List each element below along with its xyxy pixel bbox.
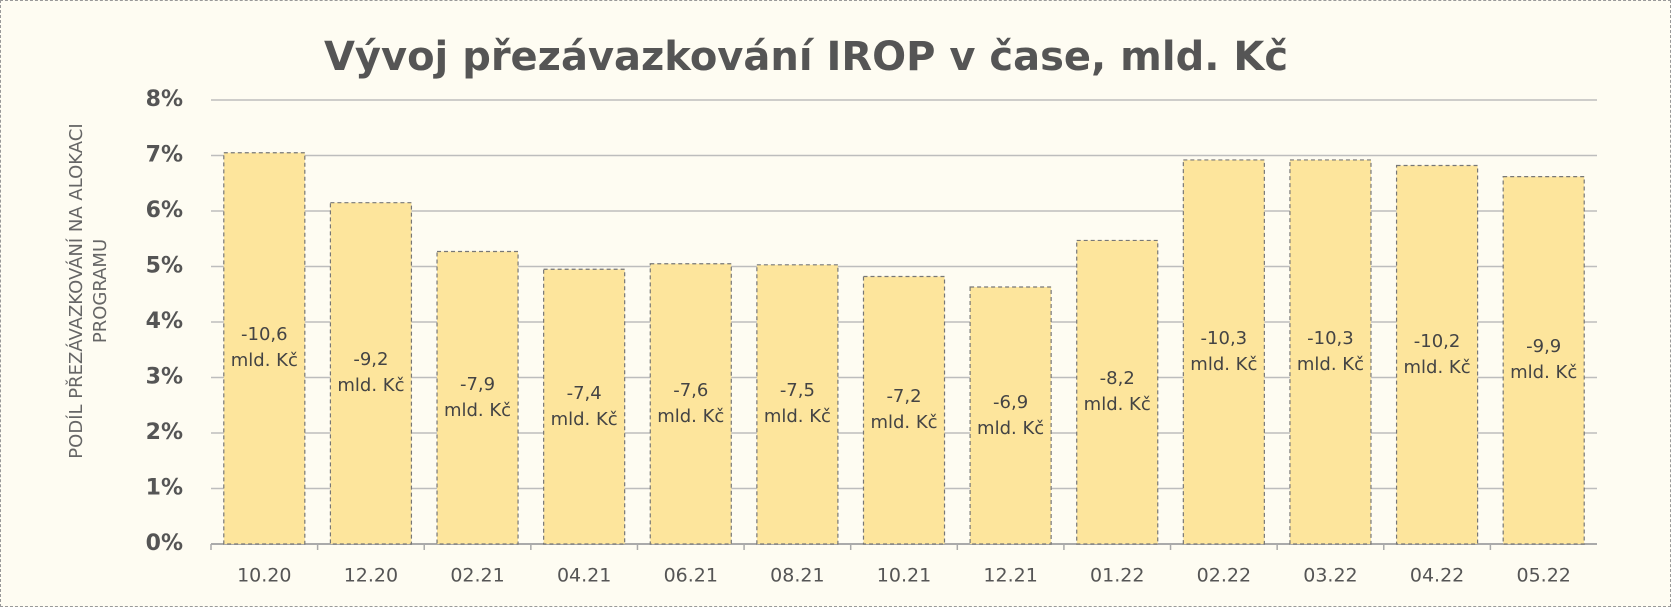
- x-tick-label: 05.22: [1516, 565, 1570, 587]
- bar-label: -10,6 mld. Kč: [230, 324, 298, 372]
- x-tick-label: 12.20: [344, 565, 398, 587]
- x-tick-label: 12.21: [983, 565, 1037, 587]
- bar-label: -7,4 mld. Kč: [550, 382, 618, 430]
- y-tick-label: 6%: [146, 198, 183, 223]
- chart-title: Vývoj přezávazkování IROP v čase, mld. K…: [324, 34, 1288, 80]
- y-tick-label: 1%: [146, 476, 183, 501]
- bar-label: -8,2 mld. Kč: [1083, 368, 1151, 416]
- bar: [1076, 239, 1159, 545]
- bar-label: -6,9 mld. Kč: [977, 391, 1045, 439]
- y-tick-label: 4%: [146, 309, 183, 334]
- bar-label: -7,9 mld. Kč: [443, 373, 512, 421]
- bar-label: -7,5 mld. Kč: [763, 380, 831, 428]
- bar: [329, 202, 413, 545]
- bar: [862, 275, 946, 545]
- bar-label: -7,6 mld. Kč: [657, 379, 725, 427]
- bar-label: -10,3 mld. Kč: [1190, 327, 1258, 375]
- x-tick-label: 10.21: [877, 565, 931, 587]
- bar: [436, 250, 519, 545]
- bar-label: -9,2 mld. Kč: [337, 349, 405, 397]
- y-tick-label: 5%: [146, 254, 183, 279]
- bar: [1289, 159, 1372, 545]
- x-tick-label: 10.20: [237, 565, 291, 587]
- bar: [756, 264, 839, 545]
- bar-label: -10,3 mld. Kč: [1296, 327, 1364, 375]
- y-tick-label: 7%: [146, 143, 183, 168]
- bar: [969, 286, 1052, 545]
- y-tick-label: 2%: [146, 420, 183, 445]
- x-tick-label: 08.21: [770, 565, 824, 587]
- bar: [1395, 164, 1479, 545]
- x-tick-label: 04.21: [557, 565, 611, 587]
- bar-label: -10,2 mld. Kč: [1403, 330, 1471, 378]
- bar: [223, 152, 306, 545]
- y-tick-label: 0%: [146, 531, 183, 556]
- x-tick-label: 04.22: [1410, 565, 1464, 587]
- x-tick-label: 02.22: [1197, 565, 1251, 587]
- bar: [1182, 159, 1265, 545]
- y-axis-label: PODÍL PŘEZÁVAZKOVÁNÍ NA ALOKACI PROGRAMU: [66, 123, 111, 459]
- x-tick-label: 02.21: [450, 565, 504, 587]
- y-tick-label: 3%: [146, 365, 183, 390]
- bar: [1502, 175, 1585, 545]
- x-tick-label: 03.22: [1303, 565, 1357, 587]
- bar: [543, 268, 626, 545]
- bar: [649, 263, 732, 545]
- y-tick-label: 8%: [146, 87, 183, 112]
- x-tick-label: 06.21: [664, 565, 718, 587]
- x-tick-label: 01.22: [1090, 565, 1144, 587]
- bar-label: -9,9 mld. Kč: [1510, 336, 1578, 384]
- bar-label: -7,2 mld. Kč: [870, 386, 938, 434]
